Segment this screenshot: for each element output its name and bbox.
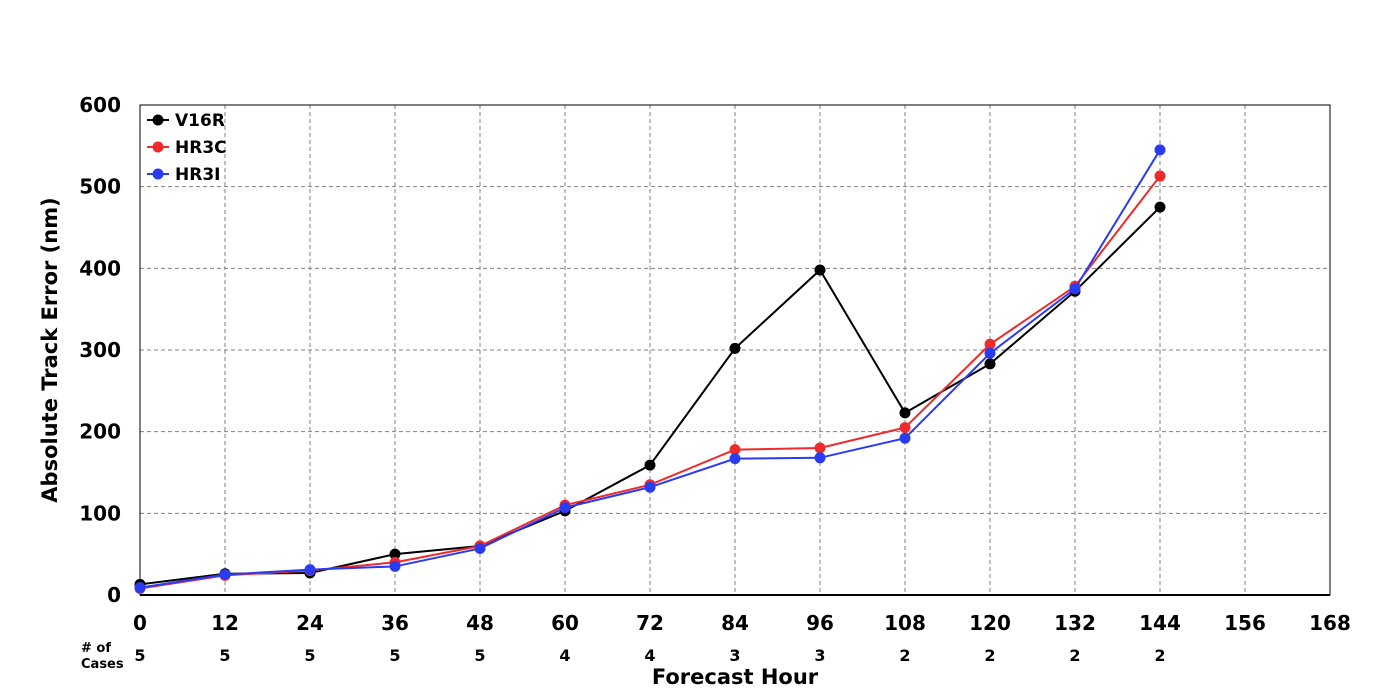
series-group	[134, 144, 1166, 594]
data-point-v16r	[729, 342, 741, 354]
data-point-hr3i	[1154, 144, 1166, 156]
x-tick-label: 144	[1139, 611, 1181, 635]
cases-label-line1: # of	[81, 641, 111, 656]
cases-label-line2: Cases	[81, 657, 124, 672]
y-tick-label: 400	[79, 256, 121, 280]
y-axis-title: Absolute Track Error (nm)	[38, 197, 62, 502]
y-tick-label: 500	[79, 175, 121, 199]
cases-value: 5	[134, 646, 145, 665]
legend-label: V16R	[175, 111, 225, 131]
data-point-hr3c	[729, 444, 741, 456]
x-tick-label: 60	[551, 611, 579, 635]
cases-row: # of Cases 5 5 5 5 5 4 4 3 3 2 2 2 2	[81, 641, 1166, 672]
data-point-v16r	[899, 407, 911, 419]
y-tick-label: 100	[79, 501, 121, 525]
x-tick-label: 48	[466, 611, 494, 635]
data-point-hr3i	[219, 569, 231, 581]
cases-value: 5	[219, 646, 230, 665]
cases-value: 2	[899, 646, 910, 665]
x-tick-label: 0	[133, 611, 147, 635]
cases-value: 3	[814, 646, 825, 665]
legend-item-v16r: V16R	[147, 111, 225, 131]
data-point-hr3i	[644, 481, 656, 493]
data-point-hr3i	[559, 502, 571, 514]
y-tick-label: 200	[79, 420, 121, 444]
cases-value: 4	[559, 646, 570, 665]
data-point-hr3i	[899, 432, 911, 444]
cases-value: 2	[1069, 646, 1080, 665]
data-point-hr3c	[899, 422, 911, 434]
cases-value: 4	[644, 646, 655, 665]
y-tick-label: 300	[79, 338, 121, 362]
data-point-hr3i	[984, 347, 996, 359]
data-point-hr3i	[729, 453, 741, 465]
x-tick-label: 24	[296, 611, 324, 635]
legend-marker	[152, 141, 164, 153]
x-tick-label: 12	[211, 611, 239, 635]
x-tick-label: 84	[721, 611, 749, 635]
cases-value: 5	[304, 646, 315, 665]
x-tick-label: 36	[381, 611, 409, 635]
cases-value: 5	[389, 646, 400, 665]
legend-item-hr3c: HR3C	[147, 138, 227, 158]
data-point-hr3i	[134, 582, 146, 594]
y-tick-label: 0	[107, 583, 121, 607]
data-point-v16r	[1154, 201, 1166, 213]
legend-marker	[152, 168, 164, 180]
data-point-v16r	[814, 264, 826, 276]
x-tick-label: 132	[1054, 611, 1096, 635]
data-point-hr3c	[984, 338, 996, 350]
data-point-v16r	[389, 548, 401, 560]
cases-value: 3	[729, 646, 740, 665]
grid	[140, 105, 1330, 595]
data-point-hr3i	[304, 564, 316, 576]
x-axis-title: Forecast Hour	[652, 665, 819, 689]
x-tick-label: 120	[969, 611, 1011, 635]
x-tick-label: 156	[1224, 611, 1266, 635]
data-point-hr3i	[474, 542, 486, 554]
tick-labels: 0 12 24 36 48 60 72 84 96 108 120 132 144 156 168 0 100 2…	[79, 93, 1351, 635]
x-tick-label: 72	[636, 611, 664, 635]
legend-label: HR3I	[175, 165, 220, 185]
data-point-hr3c	[1154, 170, 1166, 182]
cases-value: 2	[1154, 646, 1165, 665]
data-point-hr3i	[1069, 283, 1081, 295]
cases-value: 5	[474, 646, 485, 665]
data-point-hr3c	[814, 442, 826, 454]
data-point-v16r	[644, 459, 656, 471]
data-point-v16r	[984, 358, 996, 370]
series-hr3i	[134, 144, 1166, 594]
x-tick-label: 108	[884, 611, 926, 635]
legend-marker	[152, 114, 164, 126]
x-tick-label: 96	[806, 611, 834, 635]
cases-value: 2	[984, 646, 995, 665]
legend-item-hr3i: HR3I	[147, 165, 220, 185]
legend-label: HR3C	[175, 138, 227, 158]
y-tick-label: 600	[79, 93, 121, 117]
data-point-hr3i	[814, 452, 826, 464]
x-tick-label: 168	[1309, 611, 1351, 635]
legend: V16R HR3C HR3I	[147, 111, 227, 185]
data-point-hr3i	[389, 560, 401, 572]
